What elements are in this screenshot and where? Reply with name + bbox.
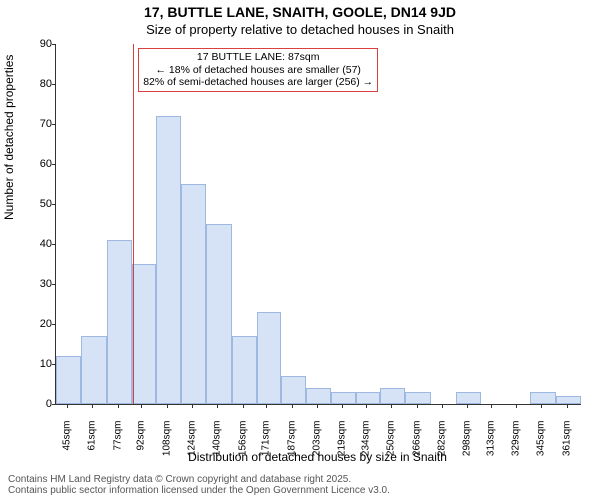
- chart-container: 17, BUTTLE LANE, SNAITH, GOOLE, DN14 9JD…: [0, 0, 600, 500]
- histogram-bar: [281, 376, 306, 404]
- histogram-bar: [331, 392, 356, 404]
- histogram-bar: [405, 392, 430, 404]
- histogram-bar: [206, 224, 231, 404]
- histogram-bar: [232, 336, 257, 404]
- footer-line-1: Contains HM Land Registry data © Crown c…: [8, 474, 390, 485]
- y-tick-label: 90: [26, 38, 52, 50]
- histogram-bar: [306, 388, 331, 404]
- histogram-bar: [81, 336, 106, 404]
- histogram-bar: [107, 240, 132, 404]
- y-tick-label: 0: [26, 398, 52, 410]
- y-tick-label: 50: [26, 198, 52, 210]
- y-tick-label: 80: [26, 78, 52, 90]
- footer-line-2: Contains public sector information licen…: [8, 485, 390, 496]
- histogram-bar: [257, 312, 281, 404]
- y-axis-label: Number of detached properties: [2, 55, 16, 220]
- histogram-bar: [380, 388, 405, 404]
- chart-title: 17, BUTTLE LANE, SNAITH, GOOLE, DN14 9JD: [0, 4, 600, 20]
- y-tick-label: 40: [26, 238, 52, 250]
- x-axis-label: Distribution of detached houses by size …: [55, 450, 580, 464]
- histogram-bar: [56, 356, 81, 404]
- plot-area: 010203040506070809045sqm61sqm77sqm92sqm1…: [55, 44, 581, 405]
- annotation-line: 82% of semi-detached houses are larger (…: [143, 76, 373, 89]
- y-tick-label: 30: [26, 278, 52, 290]
- reference-line: [133, 44, 134, 404]
- histogram-bar: [530, 392, 555, 404]
- footer-attribution: Contains HM Land Registry data © Crown c…: [8, 474, 390, 496]
- histogram-bar: [356, 392, 380, 404]
- chart-subtitle: Size of property relative to detached ho…: [0, 22, 600, 37]
- annotation-line: ← 18% of detached houses are smaller (57…: [143, 64, 373, 77]
- histogram-bar: [556, 396, 581, 404]
- annotation-box: 17 BUTTLE LANE: 87sqm← 18% of detached h…: [138, 48, 378, 92]
- y-tick-label: 70: [26, 118, 52, 130]
- histogram-bar: [156, 116, 181, 404]
- histogram-bar: [132, 264, 156, 404]
- histogram-bar: [181, 184, 206, 404]
- y-tick-label: 10: [26, 358, 52, 370]
- histogram-bar: [456, 392, 481, 404]
- annotation-line: 17 BUTTLE LANE: 87sqm: [143, 51, 373, 64]
- y-tick-label: 20: [26, 318, 52, 330]
- y-tick-label: 60: [26, 158, 52, 170]
